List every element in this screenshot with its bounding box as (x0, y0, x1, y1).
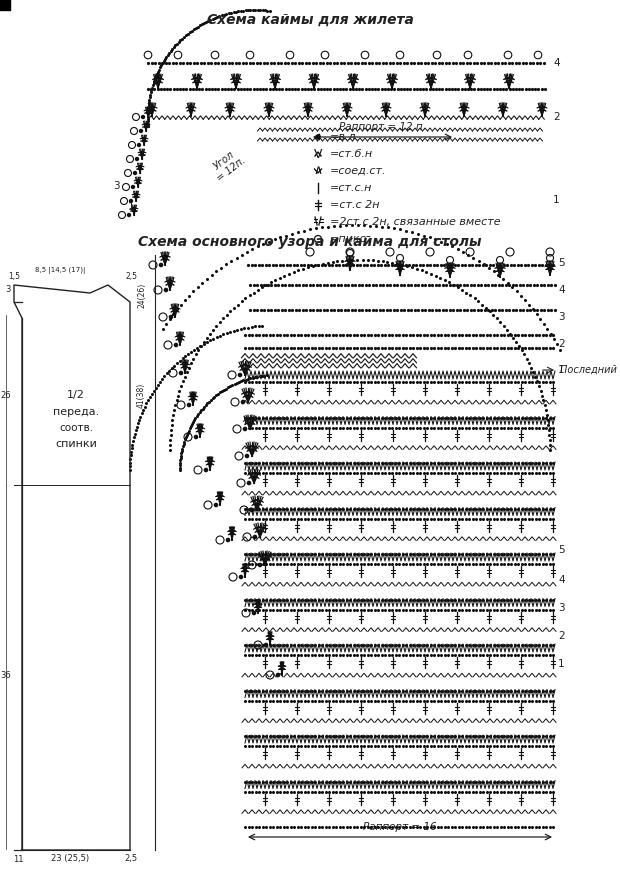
Text: 36: 36 (1, 671, 11, 680)
Text: соотв.: соотв. (59, 423, 93, 433)
Circle shape (316, 135, 320, 139)
Text: Схема основного узора и кайма для столы: Схема основного узора и кайма для столы (138, 235, 482, 249)
Circle shape (244, 427, 247, 431)
Text: =ст.с 2н: =ст.с 2н (330, 200, 379, 210)
Text: =ст.б.н: =ст.б.н (330, 149, 373, 159)
Circle shape (159, 264, 162, 266)
Circle shape (254, 535, 257, 539)
Text: 24(26): 24(26) (137, 282, 146, 308)
Text: 2,5: 2,5 (125, 273, 137, 281)
Text: Раппорт = 16: Раппорт = 16 (363, 822, 437, 832)
Text: 2: 2 (558, 631, 565, 641)
Text: 8,5 |14,5 (17)|: 8,5 |14,5 (17)| (35, 266, 85, 273)
Text: 3: 3 (558, 603, 565, 613)
Text: 1: 1 (558, 659, 565, 669)
Circle shape (226, 538, 229, 542)
Text: 11: 11 (13, 855, 24, 864)
Text: 5: 5 (558, 545, 565, 555)
Text: V: V (314, 148, 322, 160)
Circle shape (128, 213, 130, 217)
Text: переда.: переда. (53, 407, 99, 417)
Text: 4: 4 (553, 58, 560, 68)
Text: 4: 4 (558, 285, 565, 295)
Text: Схема каймы для жилета: Схема каймы для жилета (206, 13, 414, 27)
Text: 2: 2 (553, 112, 560, 122)
Text: 3: 3 (6, 286, 11, 295)
Circle shape (277, 673, 280, 677)
Text: =ст.с.н: =ст.с.н (330, 183, 373, 193)
Circle shape (205, 468, 208, 472)
Text: ∧: ∧ (314, 165, 322, 178)
Text: 1,5: 1,5 (8, 273, 20, 281)
Text: 1: 1 (553, 195, 560, 205)
Text: 4: 4 (558, 575, 565, 585)
Text: =соед.ст.: =соед.ст. (330, 166, 386, 176)
Circle shape (141, 116, 144, 119)
Text: =2ст.с 2н, связанные вместе: =2ст.с 2н, связанные вместе (330, 217, 500, 227)
Text: 1: 1 (558, 365, 565, 375)
Text: •: • (314, 130, 322, 143)
Text: 3: 3 (558, 312, 565, 322)
Text: Последний ряд: Последний ряд (560, 365, 620, 375)
Text: Раппорт = 12 п.: Раппорт = 12 п. (339, 122, 426, 132)
Text: 1/2: 1/2 (67, 390, 85, 400)
Text: 41(38): 41(38) (137, 382, 146, 408)
Circle shape (250, 508, 254, 512)
Circle shape (136, 158, 138, 160)
Circle shape (239, 373, 242, 377)
Circle shape (138, 143, 141, 147)
Text: 5: 5 (558, 258, 565, 268)
Text: =пико: =пико (330, 234, 368, 244)
Circle shape (187, 404, 190, 406)
Circle shape (259, 564, 262, 566)
Text: 26: 26 (1, 390, 11, 399)
Text: =в.л.: =в.л. (330, 132, 360, 142)
Circle shape (131, 186, 135, 189)
Circle shape (164, 289, 167, 291)
Circle shape (246, 454, 249, 458)
Circle shape (174, 343, 177, 347)
Text: Угол
= 12п.: Угол = 12п. (208, 146, 248, 184)
Circle shape (239, 575, 242, 579)
Text: 2,5: 2,5 (125, 855, 138, 864)
Text: 1: 1 (128, 202, 135, 212)
Circle shape (140, 129, 143, 133)
Text: V: V (315, 149, 321, 159)
Circle shape (130, 199, 133, 203)
Circle shape (179, 372, 183, 374)
Circle shape (133, 172, 136, 174)
Text: спинки: спинки (55, 439, 97, 449)
Text: 2: 2 (558, 339, 565, 349)
Circle shape (215, 504, 218, 506)
Circle shape (264, 643, 268, 647)
Circle shape (241, 400, 245, 404)
Circle shape (195, 435, 198, 439)
Text: 3: 3 (113, 181, 119, 191)
Text: 23 (25,5): 23 (25,5) (51, 855, 89, 864)
Circle shape (169, 315, 172, 319)
Circle shape (247, 481, 250, 485)
Circle shape (252, 612, 255, 614)
